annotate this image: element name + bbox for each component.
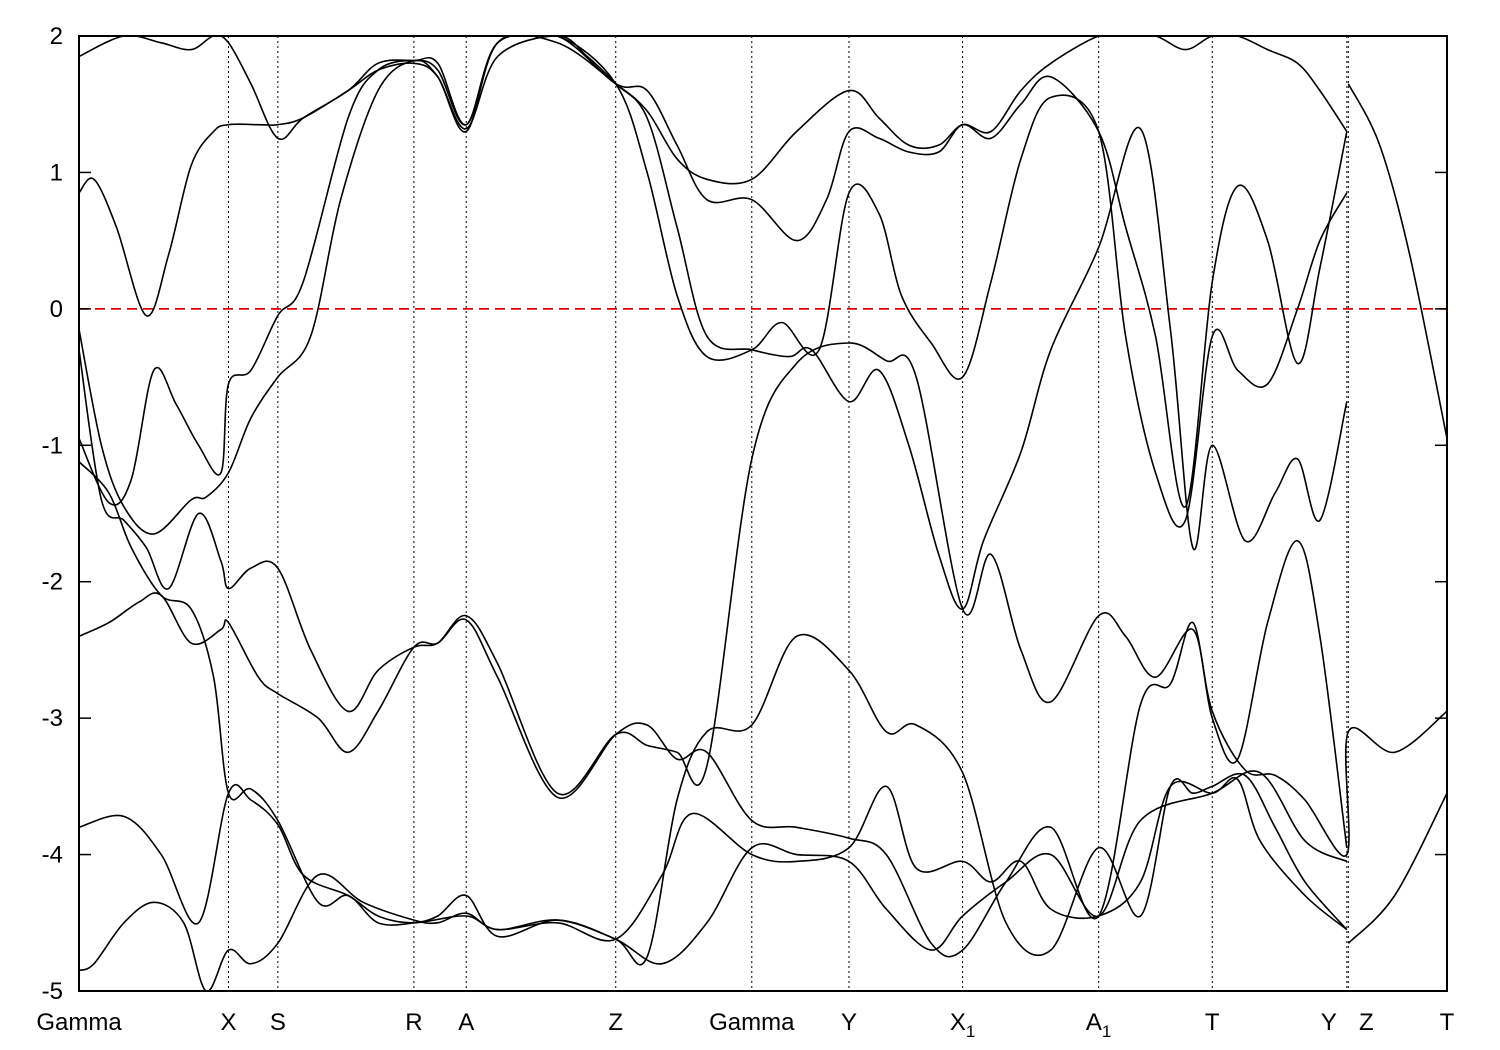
x-kpoint-label: A — [458, 1009, 474, 1036]
x-axis-kpoint-labels: Gamma X S R A Z Gamma Y X1 A1 T Y Z T — [36, 1009, 1454, 1041]
band-line — [79, 770, 1348, 991]
y-tick-label: -4 — [42, 842, 63, 869]
band-line — [79, 342, 1348, 848]
y-tick-label: -2 — [42, 569, 63, 596]
y-tick-label: -3 — [42, 705, 63, 732]
band-line — [79, 36, 1348, 610]
band-line — [79, 36, 1348, 528]
band-line — [79, 36, 1348, 185]
y-tick-label: -1 — [42, 432, 63, 459]
band-line — [79, 36, 1348, 508]
band-line — [79, 461, 1348, 966]
x-kpoint-label: X1 — [950, 1009, 975, 1041]
plot-frame — [78, 35, 1448, 992]
x-kpoint-label: Z — [608, 1009, 623, 1036]
y-tick-label: 0 — [50, 296, 63, 323]
band-line — [79, 776, 1348, 942]
x-kpoint-label: Z — [1359, 1009, 1374, 1036]
x-kpoint-label: Gamma — [709, 1009, 795, 1036]
x-kpoint-label: T — [1440, 1009, 1455, 1036]
band-line — [1347, 83, 1447, 439]
band-line — [1347, 792, 1447, 944]
x-kpoint-label: S — [270, 1009, 286, 1036]
y-axis-ticks: 2 1 0 -1 -2 -3 -4 -5 — [42, 23, 1447, 1005]
x-kpoint-label: R — [405, 1009, 422, 1036]
x-kpoint-label: Y — [1321, 1009, 1337, 1036]
high-symmetry-lines — [228, 36, 1349, 991]
x-kpoint-label: Y — [841, 1009, 857, 1036]
y-tick-label: 1 — [50, 159, 63, 186]
y-tick-label: -5 — [42, 978, 63, 1005]
band-lines — [79, 36, 1447, 991]
x-kpoint-label: Gamma — [36, 1009, 122, 1036]
x-kpoint-label: A1 — [1086, 1009, 1111, 1041]
y-tick-label: 2 — [50, 23, 63, 50]
x-kpoint-label: T — [1205, 1009, 1220, 1036]
band-line — [79, 592, 1447, 958]
x-kpoint-label: X — [221, 1009, 237, 1036]
